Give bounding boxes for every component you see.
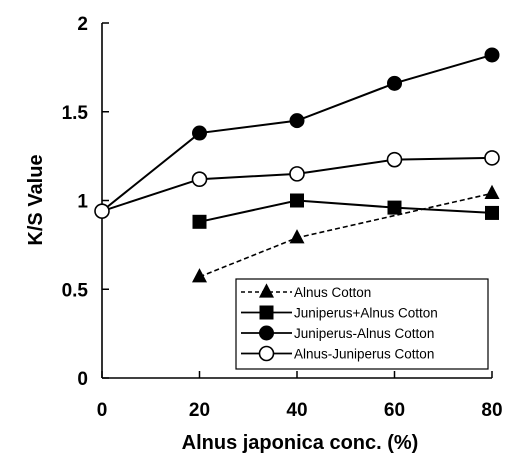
series-line-2	[199, 199, 493, 223]
y-tick-label: 1.5	[62, 103, 89, 124]
legend-marker-3	[259, 325, 274, 341]
x-tick-label: 60	[384, 400, 405, 421]
y-tick-label: 1	[77, 192, 88, 213]
data-point-series-4	[289, 166, 305, 182]
y-axis-title: K/S Value	[25, 154, 47, 245]
x-axis-title: Alnus japonica conc. (%)	[182, 432, 419, 454]
x-tick-label: 40	[286, 400, 307, 421]
legend-label-1: Alnus Cotton	[294, 285, 371, 300]
data-point-series-1	[289, 229, 305, 244]
data-point-series-3	[289, 113, 305, 129]
legend-marker-1	[259, 283, 274, 298]
x-tick-label: 20	[189, 400, 210, 421]
data-point-series-4	[484, 150, 500, 166]
series-layer	[94, 47, 500, 283]
legend: Alnus Cotton Juniperus+Alnus Cotton Junipe…	[235, 278, 489, 370]
legend-box	[235, 278, 489, 370]
data-point-series-1	[484, 184, 500, 199]
data-point-series-2	[290, 193, 304, 208]
legend-marker-4	[258, 345, 275, 362]
series-line-1	[199, 192, 493, 278]
data-point-series-3	[387, 75, 402, 91]
data-point-series-3	[484, 47, 500, 63]
axes: 00.511.520 20 40 60 80	[62, 14, 503, 421]
data-point-series-2	[485, 205, 499, 220]
data-point-series-4	[191, 171, 208, 187]
legend-label-3: Juniperus-Alnus Cotton	[294, 326, 434, 341]
series-line-3	[101, 53, 493, 212]
legend-marker-2	[259, 305, 274, 320]
data-point-series-1	[192, 268, 207, 283]
data-point-series-4	[386, 151, 403, 168]
data-point-series-3	[192, 125, 207, 141]
legend-label-4: Alnus-Juniperus Cotton	[294, 347, 434, 362]
y-tick-label: 0.5	[62, 280, 89, 301]
y-tick-label: 0	[77, 369, 88, 390]
y-tick-label: 2	[77, 14, 88, 35]
data-point-series-2	[387, 200, 402, 215]
x-tick-label: 80	[481, 400, 502, 421]
x-tick-label: 0	[97, 400, 108, 421]
data-point-series-2	[192, 214, 207, 229]
legend-label-2: Juniperus+Alnus Cotton	[294, 306, 438, 321]
data-point-series-4	[94, 203, 110, 219]
